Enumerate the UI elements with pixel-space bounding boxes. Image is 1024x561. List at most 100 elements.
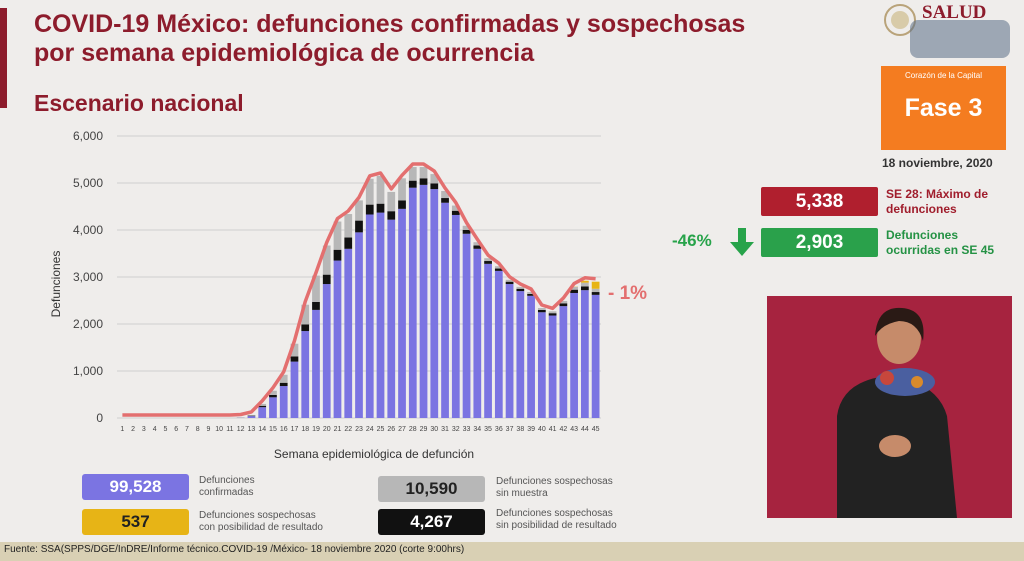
- x-tick-label: 24: [366, 426, 374, 433]
- x-tick-label: 16: [280, 426, 288, 433]
- x-tick-label: 25: [377, 426, 385, 433]
- bar-segment-confirmed: [365, 214, 374, 418]
- bar-segment-no_result: [376, 203, 385, 213]
- bar-segment-confirmed: [322, 284, 331, 418]
- bar-segment-no_result: [591, 292, 600, 295]
- bar-segment-confirmed: [247, 416, 256, 418]
- y-tick-label: 2,000: [73, 317, 103, 331]
- legend-noresult-label-1: Defunciones sospechosas: [496, 508, 613, 519]
- bar-segment-no_sample: [451, 205, 460, 211]
- bar-segment-no_sample: [484, 258, 492, 262]
- pct-change: -46%: [672, 231, 712, 250]
- x-tick-label: 20: [323, 426, 331, 433]
- x-tick-label: 17: [291, 426, 299, 433]
- bar-segment-no_result: [312, 301, 320, 310]
- x-tick-label: 38: [516, 426, 524, 433]
- bar-segment-no_result: [269, 394, 277, 398]
- bar-segment-confirmed: [355, 232, 363, 418]
- bar-segment-no_sample: [516, 286, 525, 289]
- bar-segment-confirmed: [344, 248, 353, 418]
- legend-nosample-label-2: sin muestra: [496, 488, 548, 499]
- bar-segment-no_result: [398, 200, 406, 209]
- legend-noresult-label-2: sin posibilidad de resultado: [496, 520, 617, 531]
- bar-segment-confirmed: [312, 309, 320, 418]
- bar-segment-confirmed: [537, 312, 546, 418]
- legend-confirmed-label: Defunciones confirmadas: [199, 475, 255, 499]
- bar-segment-no_sample: [462, 225, 471, 230]
- bar-segment-confirmed: [505, 284, 514, 418]
- x-tick-label: 4: [153, 426, 157, 433]
- bar-segment-confirmed: [494, 270, 503, 418]
- bar-segment-confirmed: [279, 386, 288, 418]
- bar-segment-no_result: [290, 356, 299, 362]
- bar-segment-confirmed: [430, 189, 439, 418]
- interpreter-figure: [767, 296, 1012, 518]
- max-deaths-label: SE 28: Máximo de defunciones: [886, 187, 988, 217]
- bar-segment-possible: [580, 280, 589, 283]
- y-tick-label: 0: [96, 411, 103, 425]
- bar-segment-confirmed: [376, 212, 385, 418]
- bar-segment-no_sample: [290, 343, 299, 357]
- x-tick-label: 9: [206, 426, 210, 433]
- legend-nosample-value: 10,590: [378, 476, 485, 502]
- bar-segment-confirmed: [333, 260, 342, 418]
- x-tick-label: 14: [258, 426, 266, 433]
- down-arrow-icon: [730, 228, 754, 256]
- legend-possible-label-2: con posibilidad de resultado: [199, 522, 323, 533]
- x-tick-label: 22: [344, 426, 352, 433]
- x-tick-label: 35: [484, 426, 492, 433]
- bar-segment-no_result: [473, 245, 482, 249]
- recent-deaths-value: 2,903: [761, 228, 878, 257]
- scenario-subtitle: Escenario nacional: [34, 90, 244, 116]
- bar-segment-possible: [591, 281, 600, 289]
- x-tick-label: 13: [248, 426, 256, 433]
- x-tick-label: 10: [215, 426, 223, 433]
- report-date: 18 noviembre, 2020: [882, 156, 993, 170]
- bar-segment-no_sample: [408, 167, 417, 181]
- bar-segment-no_result: [355, 220, 363, 233]
- x-tick-label: 39: [527, 426, 535, 433]
- x-tick-label: 33: [463, 426, 471, 433]
- legend-possible-label-1: Defunciones sospechosas: [199, 510, 316, 521]
- max-deaths-label-line-1: SE 28: Máximo de: [886, 187, 989, 201]
- y-tick-label: 6,000: [73, 129, 103, 143]
- x-tick-label: 18: [301, 426, 309, 433]
- bar-segment-confirmed: [591, 294, 600, 418]
- x-axis-label: Semana epidemiológica de defunción: [274, 447, 474, 461]
- bar-segment-confirmed: [441, 202, 449, 418]
- bar-segment-confirmed: [419, 184, 428, 418]
- legend-possible-label: Defunciones sospechosas con posibilidad …: [199, 510, 323, 534]
- bar-segment-confirmed: [570, 292, 578, 418]
- x-tick-label: 41: [549, 426, 557, 433]
- bar-segment-no_sample: [419, 167, 428, 179]
- bar-segment-no_sample: [505, 279, 514, 282]
- bar-segment-no_result: [430, 183, 439, 190]
- phase-badge: Corazón de la Capital Fase 3: [881, 66, 1006, 150]
- bar-segment-no_result: [527, 293, 535, 296]
- bar-segment-confirmed: [527, 295, 535, 418]
- x-tick-label: 34: [473, 426, 481, 433]
- chart-bars: [236, 167, 600, 418]
- legend-confirmed-label-2: confirmadas: [199, 487, 254, 498]
- bar-segment-no_sample: [473, 242, 482, 246]
- bar-segment-confirmed: [473, 248, 482, 418]
- bar-segment-no_result: [301, 324, 310, 332]
- bar-segment-no_sample: [301, 304, 310, 325]
- bar-segment-confirmed: [548, 315, 557, 418]
- bar-segment-no_result: [344, 237, 353, 249]
- bar-segment-confirmed: [398, 208, 406, 418]
- bar-segment-no_sample: [387, 191, 396, 212]
- x-tick-label: 26: [387, 426, 395, 433]
- bar-segment-no_sample: [494, 266, 503, 269]
- bar-segment-no_result: [333, 249, 342, 261]
- recent-deaths-label-line-2: ocurridas en SE 45: [886, 243, 995, 257]
- x-tick-label: 8: [196, 426, 200, 433]
- legend-confirmed-value: 99,528: [82, 474, 189, 500]
- bar-segment-no_result: [451, 210, 460, 215]
- bar-segment-no_result: [408, 180, 417, 188]
- legend-noresult-label: Defunciones sospechosas sin posibilidad …: [496, 508, 617, 532]
- bar-segment-no_result: [516, 288, 525, 292]
- x-tick-label: 11: [226, 426, 233, 433]
- sign-language-interpreter-video: [767, 296, 1012, 518]
- bar-segment-no_result: [494, 268, 503, 271]
